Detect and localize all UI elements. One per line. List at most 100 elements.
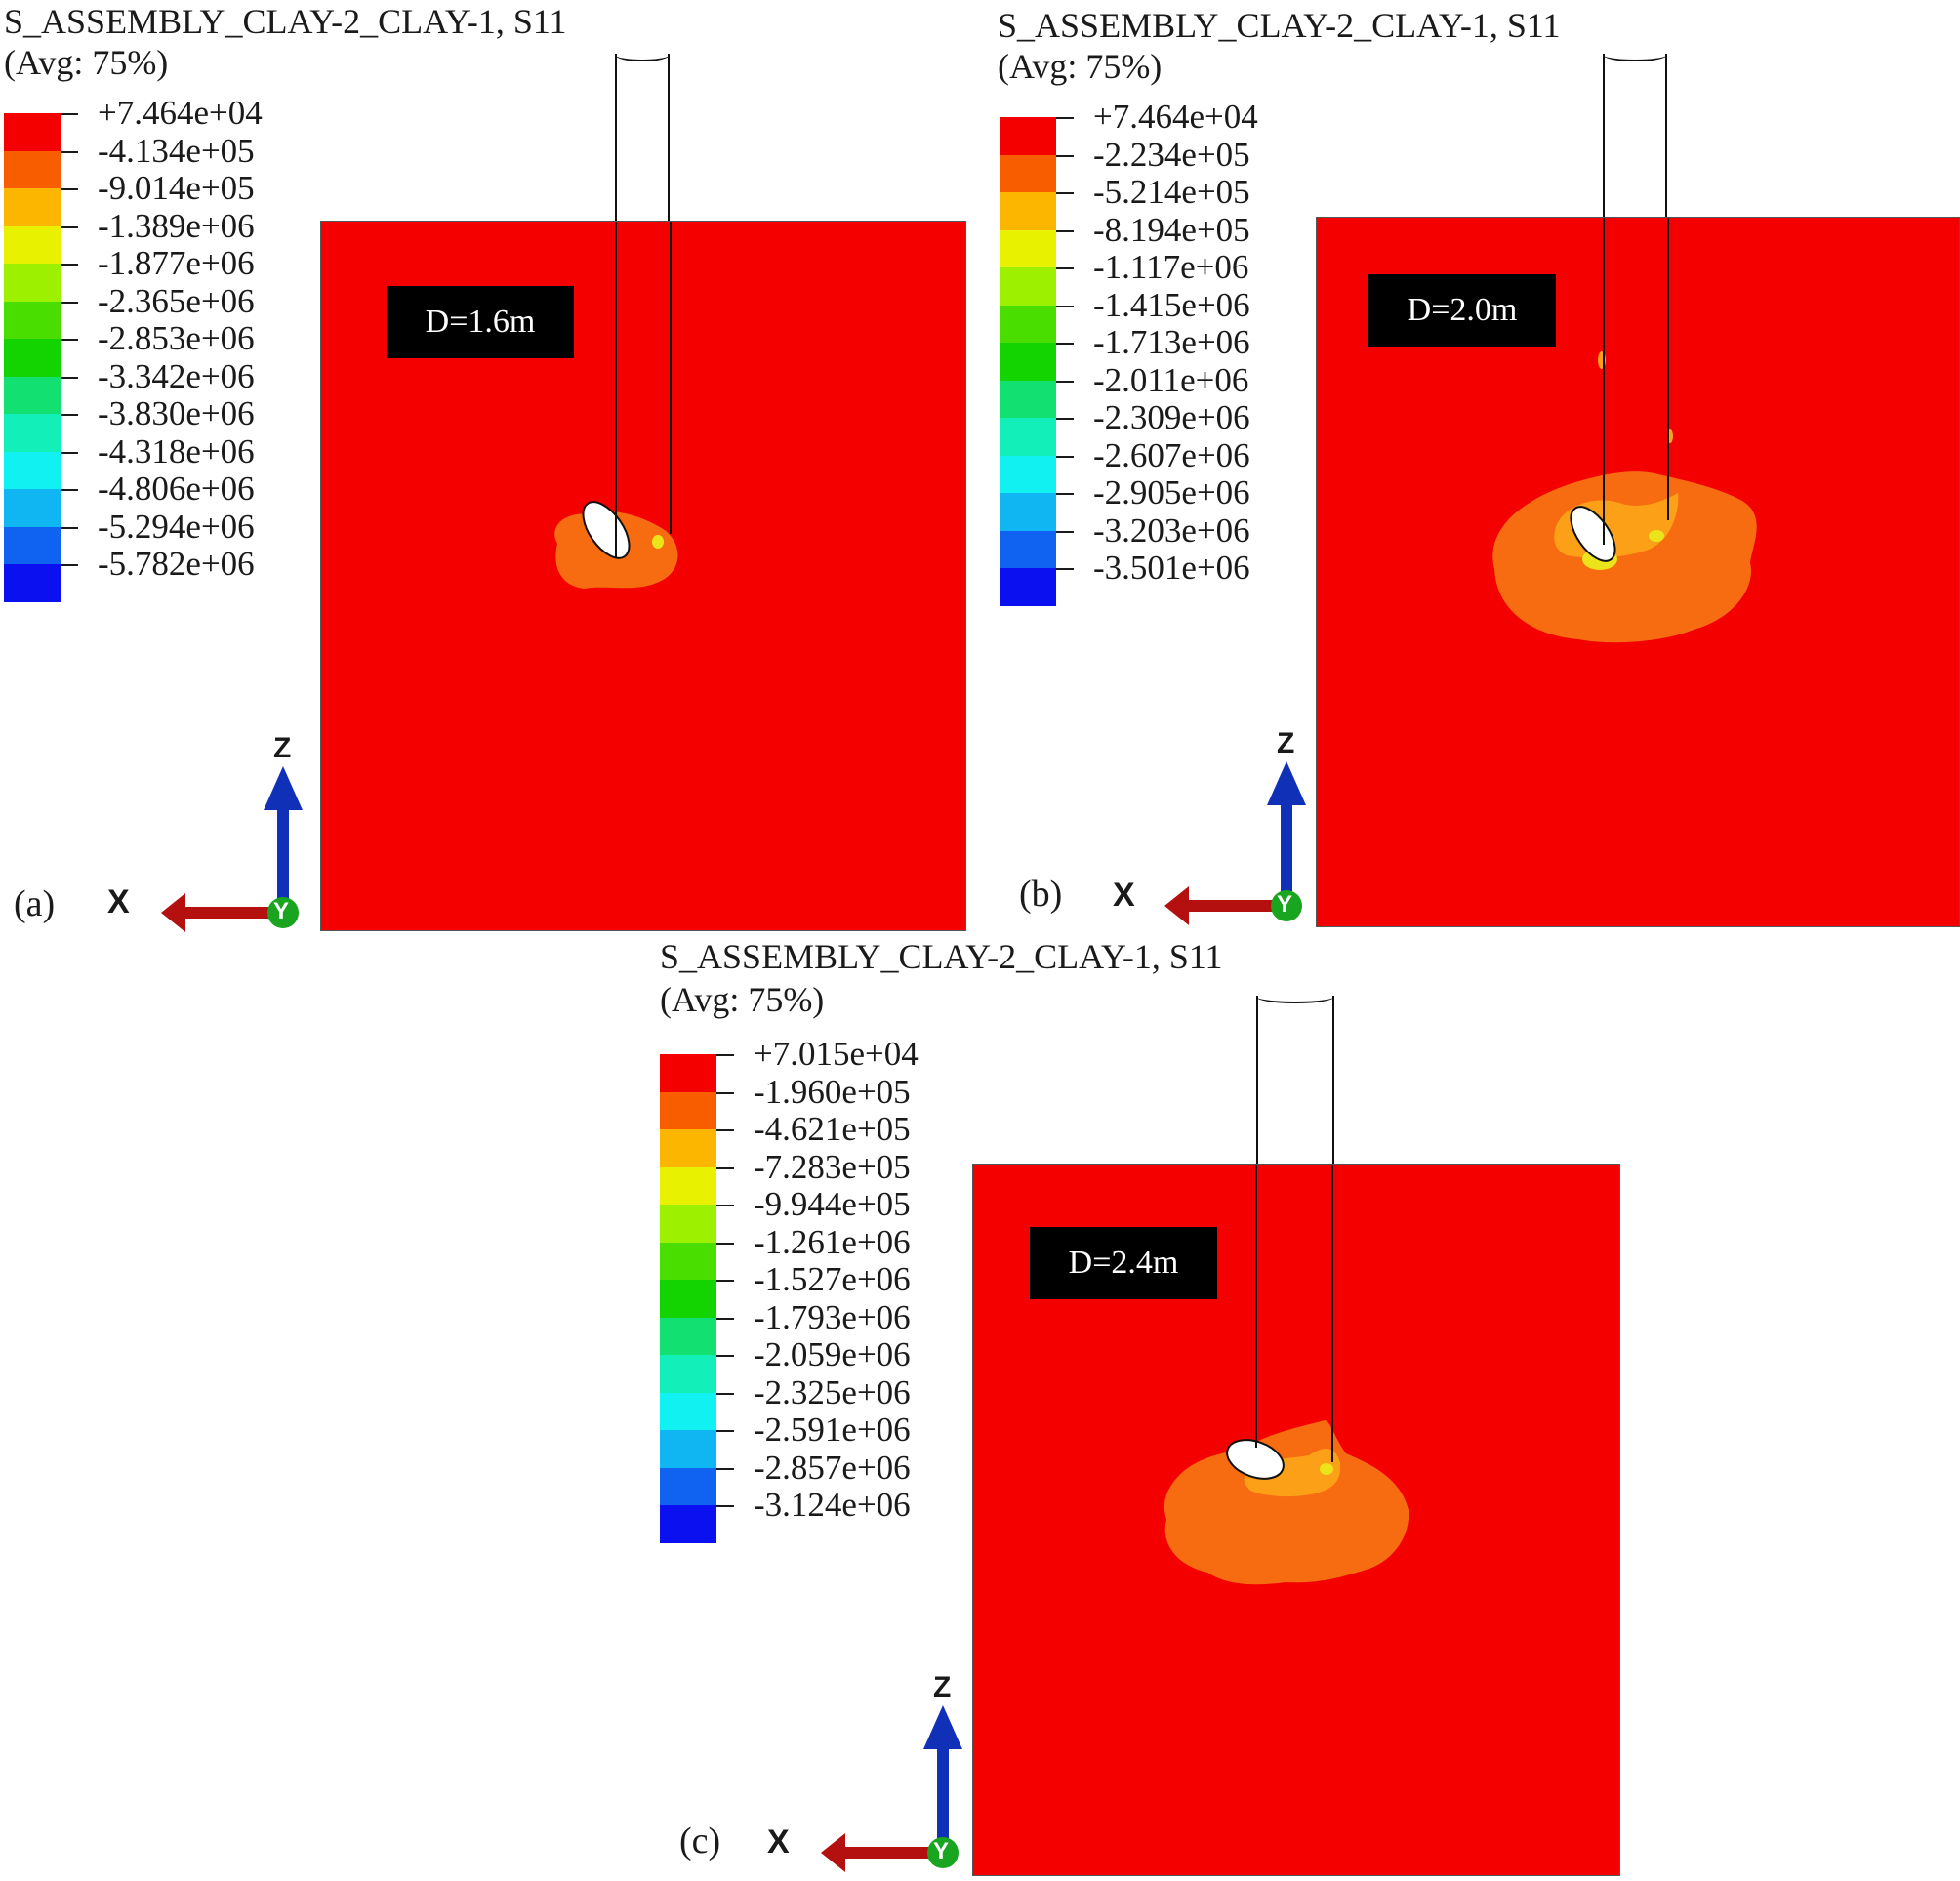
legend-value: -7.283e+05 bbox=[754, 1147, 911, 1186]
legend-swatch bbox=[1000, 380, 1056, 418]
legend-value: -2.905e+06 bbox=[1093, 473, 1250, 511]
legend-tick bbox=[61, 564, 78, 566]
legend-swatch bbox=[1000, 305, 1056, 343]
legend-value: -2.059e+06 bbox=[754, 1335, 911, 1373]
legend-swatch bbox=[660, 1166, 716, 1205]
legend-tick bbox=[61, 526, 78, 529]
soil-domain: D=2.4m bbox=[972, 1164, 1620, 1876]
legend-tick bbox=[716, 1242, 734, 1245]
legend-tick bbox=[716, 1505, 734, 1507]
stress-bulb bbox=[1492, 218, 1757, 643]
legend-tick bbox=[61, 414, 78, 416]
axis-triad: Z X Y bbox=[1103, 727, 1308, 932]
legend-tick bbox=[61, 301, 78, 304]
legend-swatch bbox=[1000, 117, 1056, 155]
legend-swatch bbox=[1000, 229, 1056, 267]
legend-swatches bbox=[1000, 117, 1074, 606]
subfigure-label: (a) bbox=[14, 883, 56, 924]
legend-tick bbox=[1056, 154, 1074, 157]
legend-swatch bbox=[1000, 192, 1056, 230]
legend-tick bbox=[61, 225, 78, 228]
legend-value: -3.203e+06 bbox=[1093, 511, 1250, 550]
y-axis-label: Y bbox=[273, 898, 290, 924]
diameter-label: D=2.0m bbox=[1368, 274, 1556, 347]
legend-tick bbox=[1056, 267, 1074, 269]
legend-value: +7.464e+04 bbox=[1093, 98, 1258, 136]
legend-value: -8.194e+05 bbox=[1093, 210, 1250, 249]
legend-value: -3.830e+06 bbox=[98, 394, 255, 432]
subfigure-label: (c) bbox=[679, 1820, 721, 1861]
legend-swatch bbox=[1000, 154, 1056, 192]
diameter-label: D=2.4m bbox=[1030, 1227, 1217, 1299]
z-axis-label: Z bbox=[273, 732, 292, 764]
panel-c: S_ASSEMBLY_CLAY-2_CLAY-1, S11 (Avg: 75%)… bbox=[644, 937, 1640, 1880]
averaging-note: (Avg: 75%) bbox=[660, 980, 825, 1019]
legend-swatch bbox=[4, 150, 61, 188]
contour-title: S_ASSEMBLY_CLAY-2_CLAY-1, S11 bbox=[660, 937, 1223, 976]
subfigure-label: (b) bbox=[1019, 874, 1063, 915]
legend-value: -1.389e+06 bbox=[98, 206, 255, 245]
legend-value: -1.527e+06 bbox=[754, 1260, 911, 1298]
legend-value: -2.234e+05 bbox=[1093, 135, 1250, 174]
legend-swatch bbox=[660, 1242, 716, 1280]
legend-value: -2.325e+06 bbox=[754, 1372, 911, 1411]
legend-value: -1.877e+06 bbox=[98, 244, 255, 282]
y-axis-label: Y bbox=[1277, 891, 1293, 918]
legend-value: -3.124e+06 bbox=[754, 1486, 911, 1524]
legend-tick bbox=[61, 113, 78, 115]
legend-tick bbox=[1056, 568, 1074, 570]
legend-value: -2.607e+06 bbox=[1093, 435, 1250, 474]
legend-swatch bbox=[1000, 530, 1056, 568]
legend-swatch bbox=[4, 564, 61, 602]
diameter-label: D=1.6m bbox=[387, 286, 574, 358]
axis-triad: Z X Y bbox=[765, 1671, 970, 1876]
legend-tick bbox=[716, 1280, 734, 1282]
legend-tick bbox=[716, 1355, 734, 1357]
x-axis-label: X bbox=[767, 1823, 790, 1861]
legend-swatch bbox=[4, 188, 61, 226]
legend-swatch bbox=[660, 1205, 716, 1243]
legend-tick bbox=[61, 489, 78, 491]
legend-tick bbox=[61, 451, 78, 454]
legend-value: -1.415e+06 bbox=[1093, 285, 1250, 324]
legend-swatch bbox=[660, 1091, 716, 1129]
legend-swatch bbox=[4, 225, 61, 264]
legend-tick bbox=[716, 1467, 734, 1470]
legend-tick bbox=[61, 264, 78, 266]
legend-value: -1.793e+06 bbox=[754, 1297, 911, 1336]
legend-value: -5.294e+06 bbox=[98, 507, 255, 546]
averaging-note: (Avg: 75%) bbox=[998, 47, 1163, 86]
legend-value: -2.591e+06 bbox=[754, 1411, 911, 1449]
contour-title: S_ASSEMBLY_CLAY-2_CLAY-1, S11 bbox=[4, 2, 567, 41]
legend-tick bbox=[61, 188, 78, 190]
legend-tick bbox=[716, 1317, 734, 1320]
legend-swatch bbox=[660, 1317, 716, 1355]
panel-b: S_ASSEMBLY_CLAY-2_CLAY-1, S11 (Avg: 75%)… bbox=[976, 0, 1960, 937]
legend-swatch bbox=[1000, 568, 1056, 606]
legend-swatch bbox=[660, 1280, 716, 1318]
soil-domain: D=2.0m bbox=[1316, 217, 1960, 927]
legend-swatches bbox=[660, 1054, 734, 1543]
averaging-note: (Avg: 75%) bbox=[4, 43, 169, 82]
legend-swatch bbox=[4, 489, 61, 527]
legend-swatch bbox=[4, 451, 61, 489]
stress-bulb bbox=[1164, 1165, 1409, 1585]
legend-tick bbox=[716, 1392, 734, 1395]
legend-swatch bbox=[4, 414, 61, 452]
legend-value: -9.944e+05 bbox=[754, 1185, 911, 1223]
legend-value: -1.960e+05 bbox=[754, 1072, 911, 1111]
stress-bulb bbox=[554, 222, 678, 589]
x-axis-label: X bbox=[107, 883, 130, 920]
legend-tick bbox=[716, 1129, 734, 1131]
legend-swatch bbox=[660, 1129, 716, 1167]
legend-swatch bbox=[660, 1355, 716, 1393]
legend-value: -9.014e+05 bbox=[98, 169, 255, 207]
x-axis-label: X bbox=[1113, 877, 1135, 914]
soil-domain: D=1.6m bbox=[320, 221, 966, 931]
legend-value: -2.365e+06 bbox=[98, 281, 255, 320]
legend-swatch bbox=[660, 1467, 716, 1505]
legend-value: +7.464e+04 bbox=[98, 94, 263, 132]
z-axis-label: Z bbox=[933, 1671, 952, 1703]
legend-value: -4.621e+05 bbox=[754, 1110, 911, 1148]
legend-tick bbox=[1056, 117, 1074, 119]
